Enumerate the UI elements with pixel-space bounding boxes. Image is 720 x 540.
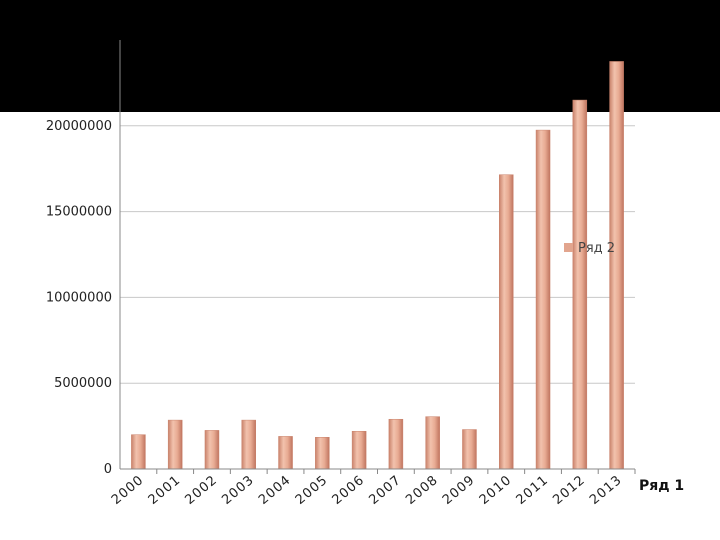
x-tick-label: 2005 — [293, 473, 331, 508]
x-tick-label: 2013 — [587, 473, 625, 508]
x-tick-label: 2009 — [440, 473, 478, 508]
bars-layer — [131, 61, 624, 470]
bar — [572, 99, 588, 470]
x-axis-title: Ряд 1 — [639, 478, 684, 494]
legend-label: Ряд 2 — [578, 241, 615, 256]
x-tick-label: 2004 — [256, 473, 294, 508]
x-tick-label: 2006 — [330, 473, 368, 508]
x-tick-label: 2012 — [550, 473, 588, 508]
x-tick-label: 2008 — [403, 473, 441, 508]
x-tick-label: 2000 — [109, 473, 147, 508]
y-tick-label: 5000000 — [54, 376, 112, 391]
bar — [278, 436, 293, 470]
y-tick-label: 0 — [104, 462, 112, 477]
y-tick-label: 10000000 — [46, 290, 112, 305]
grid-layer — [120, 125, 635, 384]
x-tick-label: 2010 — [477, 473, 515, 508]
bar — [315, 437, 330, 470]
legend: Ряд 2 — [564, 241, 615, 256]
bar — [351, 430, 367, 470]
y-tick-label: 20000000 — [46, 119, 112, 134]
y-tick-label: 15000000 — [46, 205, 112, 220]
x-tick-label: 2002 — [182, 473, 220, 508]
bar — [425, 416, 440, 470]
x-tick-label: 2007 — [366, 473, 404, 508]
bar — [131, 434, 146, 470]
bar — [241, 419, 256, 470]
x-tick-label: 2001 — [146, 473, 184, 508]
legend-swatch — [564, 243, 573, 252]
bar — [499, 174, 514, 470]
bar — [388, 418, 404, 470]
bar — [609, 61, 624, 470]
bar — [535, 129, 551, 470]
bar — [462, 429, 477, 470]
bar — [167, 419, 183, 470]
x-tick-label: 2003 — [219, 473, 257, 508]
bar — [204, 430, 220, 470]
x-tick-label: 2011 — [514, 473, 552, 508]
